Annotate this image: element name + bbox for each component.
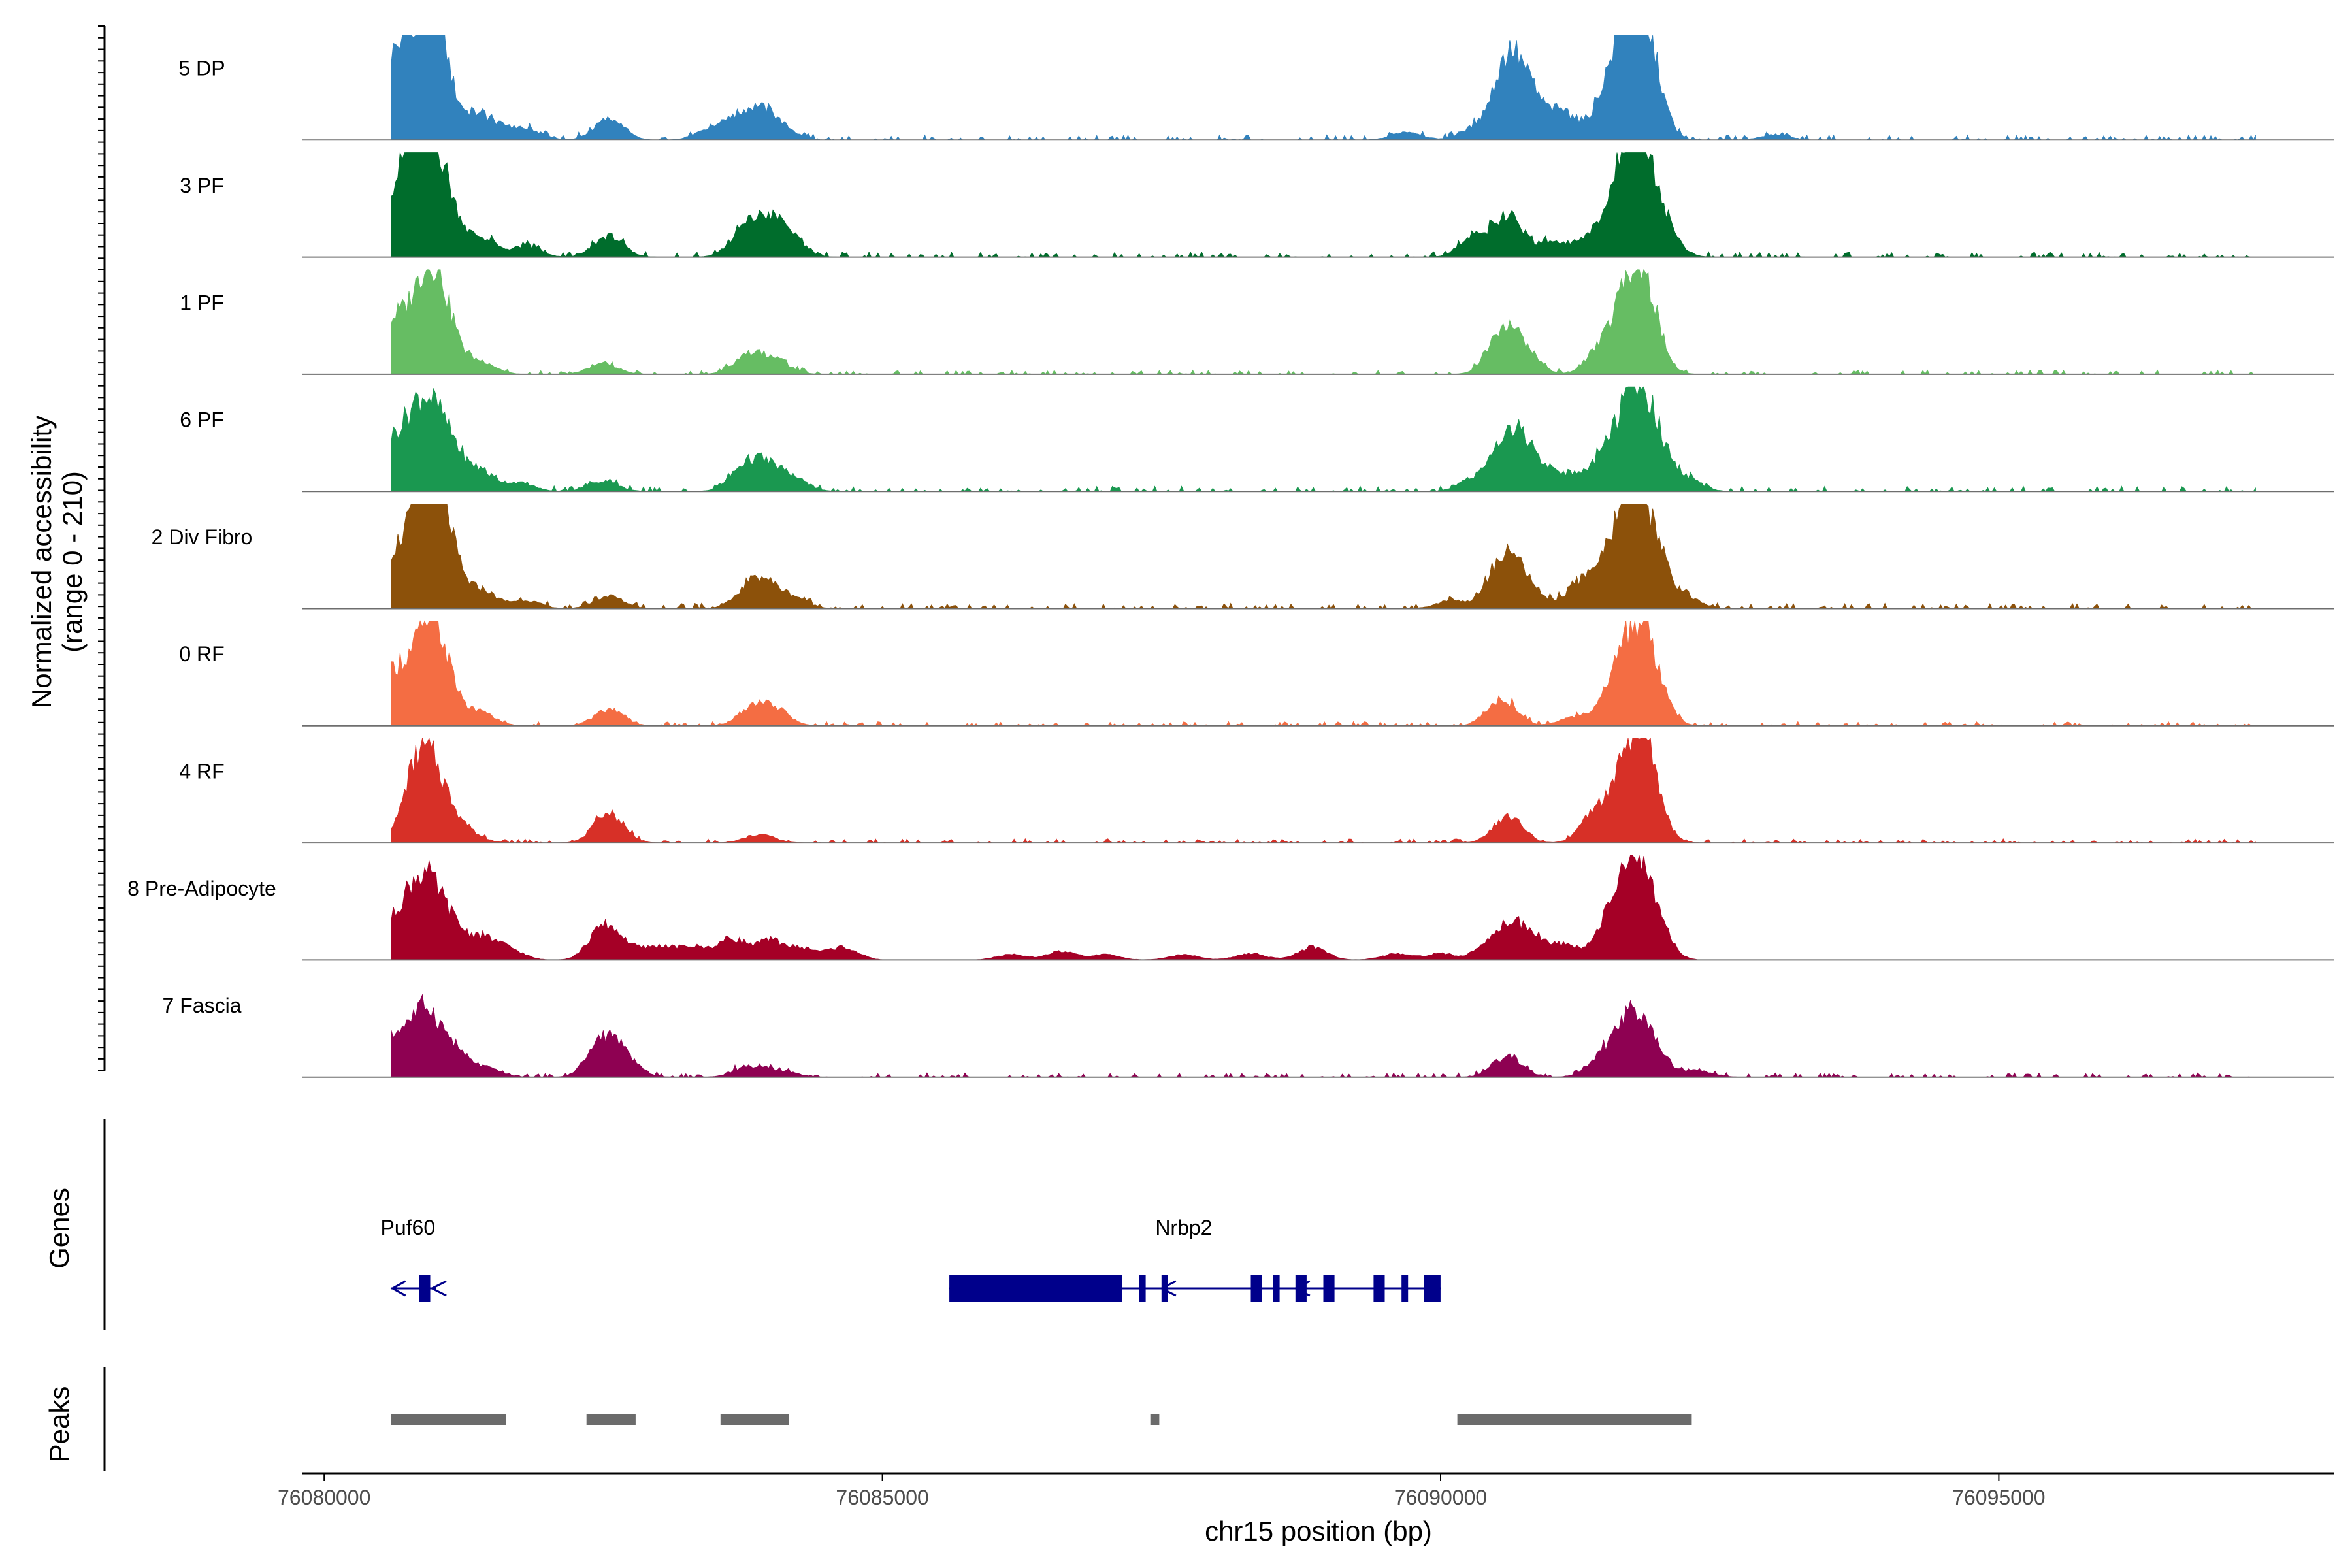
track-label: 4 RF: [179, 760, 224, 783]
gene-exon: [1161, 1275, 1168, 1302]
peak-region: [720, 1414, 789, 1425]
coverage-area: [391, 504, 2256, 610]
gene-name-label: Nrbp2: [1155, 1216, 1212, 1239]
track-label: 2 Div Fibro: [152, 525, 253, 549]
coverage-area: [391, 620, 2256, 727]
gene-exon: [419, 1275, 431, 1302]
track-0-rf: 0 RF: [179, 620, 2334, 727]
coverage-tracks: 5 DP 3 PF 1 PF 6 PF 2 Div Fibro 0 RF 4 RF 8 Pre…: [127, 35, 2334, 1078]
strand-arrow: [390, 1280, 406, 1297]
track-7-fascia: 7 Fascia: [163, 994, 2334, 1078]
coverage-area: [391, 737, 2256, 844]
gene-exon: [949, 1275, 1122, 1302]
gene-exon: [1295, 1275, 1307, 1302]
gene-exon: [1373, 1275, 1385, 1302]
coverage-area: [391, 994, 2256, 1078]
genes-track-label: Genes: [44, 1188, 74, 1269]
track-3-pf: 3 PF: [180, 152, 2334, 258]
x-tick-label: 76090000: [1394, 1486, 1487, 1509]
x-axis: 76080000 76085000 76090000 76095000: [278, 1472, 2334, 1509]
peak-region: [1457, 1414, 1692, 1425]
gene-nrbp2: Nrbp2: [948, 1216, 1441, 1302]
coverage-area: [391, 269, 2256, 375]
track-label: 5 DP: [178, 57, 225, 80]
gene-exon: [1401, 1275, 1409, 1302]
peak-region: [391, 1414, 506, 1425]
track-6-pf: 6 PF: [180, 386, 2334, 493]
peaks-track-label: Peaks: [44, 1386, 74, 1463]
x-axis-label: chr15 position (bp): [1205, 1516, 1432, 1546]
gene-exon: [1139, 1275, 1146, 1302]
gene-track: Puf60 Nrbp2: [380, 1216, 1441, 1302]
x-tick-label: 76085000: [836, 1486, 928, 1509]
gene-puf60: Puf60: [380, 1216, 447, 1302]
coverage-area: [391, 152, 2256, 258]
track-label: 7 Fascia: [163, 994, 242, 1017]
coverage-area: [391, 35, 2256, 141]
peak-region: [586, 1414, 636, 1425]
track-label: 8 Pre-Adipocyte: [127, 877, 276, 900]
coverage-area: [391, 386, 2256, 493]
strand-arrow: [429, 1280, 447, 1297]
track-label: 6 PF: [180, 408, 224, 432]
track-2-div-fibro: 2 Div Fibro: [152, 504, 2334, 610]
peak-track: [391, 1414, 1692, 1425]
gene-name-label: Puf60: [380, 1216, 435, 1239]
x-tick-label: 76095000: [1952, 1486, 2045, 1509]
track-1-pf: 1 PF: [180, 269, 2334, 375]
peak-region: [1150, 1414, 1160, 1425]
gene-exon: [1323, 1275, 1335, 1302]
left-axes: [98, 25, 106, 1471]
track-8-pre-adipocyte: 8 Pre-Adipocyte: [127, 855, 2334, 961]
coverage-area: [391, 855, 1698, 960]
y-axis-label: Normalized accessibility: [26, 416, 57, 708]
y-axis-range-label: (range 0 - 210): [57, 471, 88, 653]
gene-exon: [1273, 1275, 1280, 1302]
track-5-dp: 5 DP: [178, 35, 2334, 141]
track-label: 0 RF: [179, 642, 224, 666]
track-label: 3 PF: [180, 174, 224, 197]
track-label: 1 PF: [180, 291, 224, 314]
track-4-rf: 4 RF: [179, 737, 2334, 844]
x-tick-label: 76080000: [278, 1486, 370, 1509]
gene-exon: [1250, 1275, 1262, 1302]
gene-exon: [1424, 1275, 1441, 1302]
